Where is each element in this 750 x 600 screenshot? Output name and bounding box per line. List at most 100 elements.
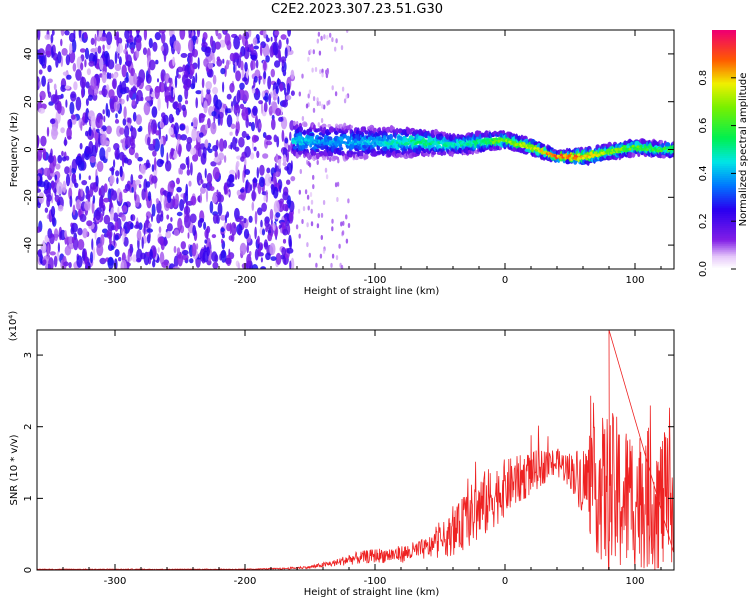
noise-cell <box>190 83 196 90</box>
noise-cell <box>81 87 84 99</box>
noise-cell <box>47 78 53 84</box>
snr-x-tick-label: 0 <box>502 576 508 587</box>
noise-cell <box>164 80 167 93</box>
colorbar-swatch <box>712 177 736 180</box>
ridge-cell <box>444 138 447 142</box>
noise-cell <box>184 214 191 229</box>
noise-cell <box>97 134 101 148</box>
noise-cell <box>181 104 186 112</box>
ridge-core-cell <box>511 140 515 144</box>
ridge-cell <box>382 135 387 140</box>
noise-cell <box>122 231 125 243</box>
noise-cell <box>106 229 113 239</box>
noise-cell <box>43 167 50 177</box>
noise-cell <box>69 43 73 54</box>
ridge-core-cell <box>628 147 632 151</box>
colorbar-swatch <box>712 139 736 143</box>
noise-cell <box>107 59 115 70</box>
noise-cell <box>106 31 113 46</box>
noise-cell <box>207 62 214 70</box>
noise-cell <box>177 94 183 103</box>
noise-cell <box>88 60 95 67</box>
noise-cell <box>282 228 289 236</box>
noise-cell <box>79 213 87 223</box>
noise-cell <box>49 118 56 125</box>
noise-cell <box>162 190 169 196</box>
ridge-cell <box>292 145 298 150</box>
faint-cell <box>298 233 301 239</box>
faint-cell <box>336 197 339 202</box>
ridge-cell <box>431 151 437 155</box>
noise-cell <box>153 157 157 171</box>
noise-cell <box>239 242 247 256</box>
noise-cell <box>143 102 151 116</box>
noise-cell <box>230 106 233 113</box>
ridge-core-cell <box>587 155 592 159</box>
noise-cell <box>209 201 214 214</box>
noise-cell <box>119 127 125 135</box>
noise-cell <box>284 137 289 144</box>
snr-plot: -300 -200 -100 0 100 0 1 2 3 Height of straight l… <box>8 311 675 598</box>
noise-cell <box>71 236 75 244</box>
noise-cell <box>63 261 69 267</box>
noise-cell <box>275 252 282 265</box>
noise-cell <box>258 75 263 80</box>
colorbar-swatch <box>712 113 736 117</box>
noise-cell <box>241 106 249 121</box>
noise-cell <box>203 58 209 67</box>
noise-cell <box>96 243 104 257</box>
ridge-core-cell <box>392 142 397 146</box>
noise-cell <box>287 144 291 153</box>
noise-cell <box>103 183 108 193</box>
noise-cell <box>132 254 138 263</box>
colorbar-swatch <box>712 99 736 103</box>
noise-cell <box>114 221 119 232</box>
colorbar-label: Normalized spectral amplitude <box>738 73 749 227</box>
noise-cell <box>148 143 156 151</box>
noise-cell <box>47 65 52 73</box>
colorbar-swatch <box>712 89 736 93</box>
faint-cell <box>329 156 332 162</box>
faint-cell <box>335 255 339 261</box>
ridge-core-cell <box>321 139 325 142</box>
faint-cell <box>307 161 310 166</box>
noise-cell <box>38 107 45 114</box>
noise-cell <box>40 135 47 147</box>
noise-cell <box>114 249 120 257</box>
faint-cell <box>319 69 322 75</box>
noise-cell <box>66 127 72 140</box>
noise-cell <box>42 148 47 161</box>
ridge-core-cell <box>389 142 393 146</box>
noise-cell <box>47 155 54 163</box>
noise-cell <box>255 89 258 96</box>
noise-cell <box>203 100 208 114</box>
faint-cell <box>336 181 340 187</box>
faint-cell <box>309 48 312 54</box>
noise-cell <box>77 227 83 236</box>
noise-cell <box>269 242 276 256</box>
noise-cell <box>186 141 192 152</box>
colorbar-swatch <box>712 55 736 59</box>
noise-cell <box>188 39 194 52</box>
ridge-core-cell <box>324 139 328 143</box>
noise-cell <box>38 81 41 88</box>
noise-cell <box>168 113 174 124</box>
noise-cell <box>229 82 235 93</box>
colorbar-tick-label: 0.8 <box>698 70 709 86</box>
colorbar-swatch <box>712 189 736 192</box>
noise-cell <box>116 34 119 47</box>
noise-cell <box>284 216 288 224</box>
faint-cell <box>308 89 312 95</box>
noise-cell <box>278 49 281 62</box>
noise-cell <box>114 234 119 241</box>
ridge-cell <box>354 156 359 161</box>
noise-cell <box>195 97 198 109</box>
faint-cell <box>307 205 310 211</box>
colorbar-swatch <box>712 159 736 163</box>
colorbar-swatch <box>712 243 736 246</box>
colorbar-swatch <box>712 219 736 222</box>
noise-cell <box>116 84 123 99</box>
noise-cell <box>44 207 49 213</box>
noise-cell <box>220 227 225 232</box>
noise-cell <box>253 45 259 50</box>
